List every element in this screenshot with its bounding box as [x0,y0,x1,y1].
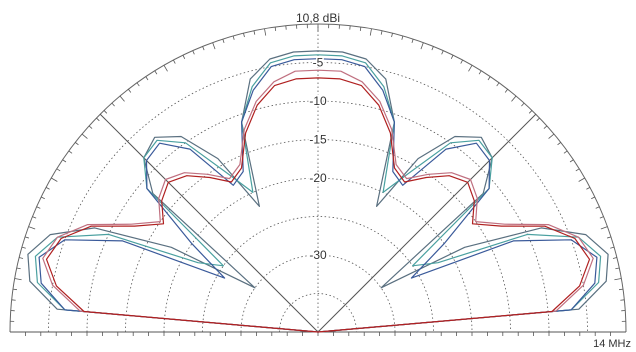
angle-tick [212,42,216,50]
angle-tick [88,125,93,129]
angle-tick [468,65,473,72]
angle-tick [24,236,30,239]
pattern-series-line [34,54,602,333]
angle-tick [543,125,548,129]
angle-tick [136,82,140,87]
angle-tick [401,35,404,40]
angle-tick [536,117,540,122]
frequency-label: 14 MHz [593,338,631,350]
angle-tick [32,216,37,219]
angle-tick [511,95,517,102]
angle-tick [192,50,195,55]
angle-tick [253,30,256,35]
angle-tick [45,187,50,190]
angle-tick [615,267,620,270]
angle-tick [557,142,561,146]
angle-tick [96,117,100,122]
angle-tick [441,50,444,55]
angle-tick [496,82,500,87]
grid-ring [202,216,434,333]
ring-label: -30 [309,248,327,262]
spoke [317,113,537,333]
angle-tick [62,159,67,163]
angle-tick [575,168,580,172]
angle-tick [173,59,176,64]
angle-tick [68,150,73,154]
angle-tick [478,70,482,75]
angle-tick [618,288,624,291]
angle-tick [51,177,58,182]
angle-tick [163,65,168,72]
ring-label: -15 [309,133,327,147]
angle-tick [145,76,149,81]
ring-label: -5 [313,56,324,70]
angle-tick [103,110,108,114]
angle-tick [14,278,22,281]
pattern-series [27,50,609,333]
angle-tick [243,33,245,38]
angle-tick [154,70,158,75]
angle-tick [232,35,235,40]
angle-tick [56,168,61,172]
angle-tick [563,150,568,154]
angle-tick [16,267,21,270]
angle-tick [606,236,612,239]
pattern-series-line [45,77,591,333]
angle-tick [420,42,424,50]
angle-tick [610,246,615,249]
ring-label: -10 [309,94,327,108]
angle-tick [28,226,36,230]
angle-tick [75,142,79,146]
angle-tick [569,159,574,163]
angle-tick [380,30,383,35]
grid-ring [279,293,357,333]
angle-tick [460,59,463,64]
angle-tick [612,257,617,259]
angle-tick [81,133,88,139]
angle-tick [36,206,41,209]
angle-tick [521,102,525,107]
angle-tick [391,33,393,38]
angle-tick [548,133,555,139]
angle-tick [202,46,205,51]
angle-tick [431,46,434,51]
angle-tick [19,257,24,259]
angle-tick [578,177,585,182]
angle-tick [450,54,454,59]
angle-tick [111,102,115,107]
angle-tick [595,206,600,209]
angle-tick [369,28,372,36]
ring-label: -20 [309,171,327,185]
angle-tick [504,89,508,93]
angle-tick [274,26,277,32]
angle-tick [600,226,608,230]
angle-tick [119,95,125,102]
angle-tick [359,26,362,32]
grid-ring [125,139,511,333]
angle-tick [586,187,591,190]
angle-tick [182,54,186,59]
angle-tick [591,196,596,200]
angle-tick [21,246,26,249]
angle-tick [222,38,225,44]
angle-tick [12,288,18,291]
angle-tick [528,110,533,114]
angle-tick [599,216,604,219]
chart-labels: 10,8 dBi 14 MHz -5 -10 -15 -20 -30 [296,11,631,350]
pattern-series-line [27,50,609,333]
angle-tick [411,38,414,44]
angle-tick [128,89,132,93]
spoke [99,113,319,333]
angle-tick [40,196,45,200]
pattern-series-line [42,69,594,333]
angle-tick [487,76,491,81]
angle-tick [264,28,267,36]
pattern-series-line [38,58,598,333]
angle-tick [614,278,622,281]
max-gain-label: 10,8 dBi [296,11,340,25]
